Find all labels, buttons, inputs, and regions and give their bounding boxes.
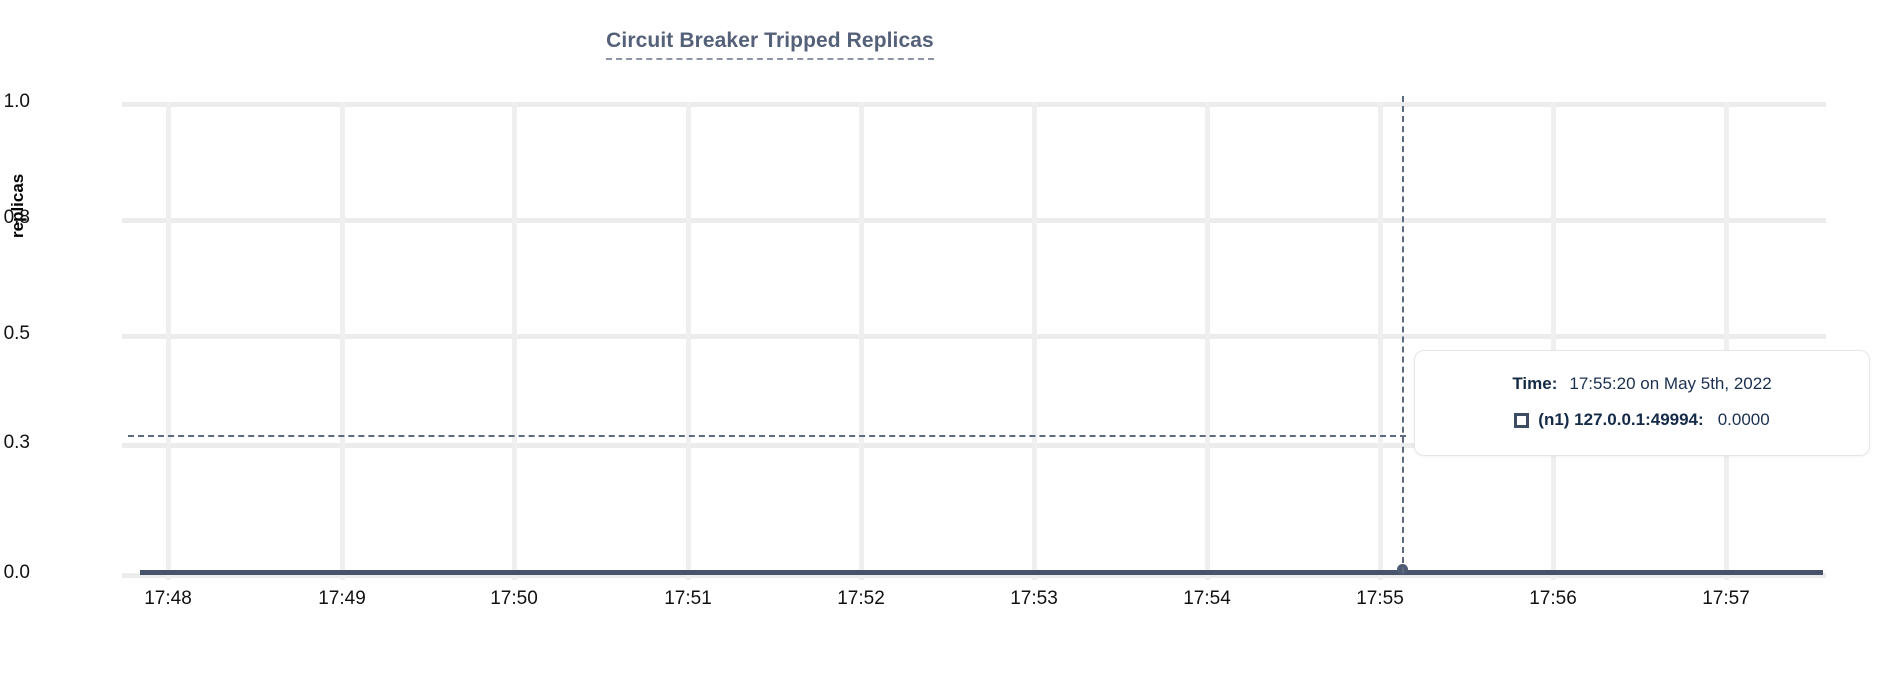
y-tick-label: 0.3 <box>3 432 30 453</box>
gridline-vertical <box>512 102 517 580</box>
x-tick-label: 17:56 <box>1529 588 1577 609</box>
y-tick-label: 0.8 <box>3 207 30 228</box>
series-line-n1 <box>140 570 1823 575</box>
y-tick-label: 1.0 <box>3 91 30 112</box>
crosshair-vertical-line <box>1402 96 1404 573</box>
tooltip-time-row: Time: 17:55:20 on May 5th, 2022 <box>1437 371 1847 397</box>
gridline-vertical <box>686 102 691 580</box>
gridline-horizontal <box>122 573 1826 578</box>
x-tick-label: 17:52 <box>837 588 885 609</box>
gridline-vertical <box>859 102 864 580</box>
chart-title: Circuit Breaker Tripped Replicas <box>0 28 1540 60</box>
gridline-horizontal <box>122 102 1826 107</box>
gridline-vertical <box>166 102 171 580</box>
x-tick-label: 17:53 <box>1010 588 1058 609</box>
gridline-vertical <box>1378 102 1383 580</box>
plot-area: 1.0 0.8 0.5 0.3 0.0 17:48 17:49 17:50 17… <box>4 92 1826 609</box>
hover-tooltip: Time: 17:55:20 on May 5th, 2022 (n1) 127… <box>1414 350 1870 456</box>
gridline-vertical <box>1724 102 1729 580</box>
x-tick-label: 17:48 <box>144 588 192 609</box>
gridline-vertical <box>1032 102 1037 580</box>
tooltip-series-name: (n1) 127.0.0.1:49994: <box>1538 410 1704 429</box>
y-tick-label: 0.0 <box>3 562 30 583</box>
chart-title-text: Circuit Breaker Tripped Replicas <box>606 28 934 60</box>
gridline-horizontal <box>122 443 1826 448</box>
tooltip-time-value: 17:55:20 on May 5th, 2022 <box>1569 374 1772 393</box>
gridline-vertical <box>1551 102 1556 580</box>
y-tick-label: 0.5 <box>3 323 30 344</box>
x-tick-label: 17:54 <box>1183 588 1231 609</box>
gridline-horizontal <box>122 218 1826 223</box>
series-swatch-icon <box>1514 412 1530 428</box>
tooltip-series-value: 0.0000 <box>1717 410 1770 429</box>
x-tick-label: 17:50 <box>490 588 538 609</box>
x-tick-label: 17:49 <box>318 588 366 609</box>
gridline-vertical <box>1205 102 1210 580</box>
x-tick-label: 17:55 <box>1356 588 1404 609</box>
crosshair-horizontal-line <box>128 435 1406 437</box>
x-tick-label: 17:57 <box>1702 588 1750 609</box>
x-tick-label: 17:51 <box>664 588 712 609</box>
tooltip-time-label: Time: <box>1512 374 1558 393</box>
tooltip-series-row: (n1) 127.0.0.1:49994: 0.0000 <box>1437 407 1847 433</box>
y-axis-label: replicas <box>8 173 27 238</box>
gridline-horizontal <box>122 334 1826 339</box>
gridline-vertical <box>340 102 345 580</box>
